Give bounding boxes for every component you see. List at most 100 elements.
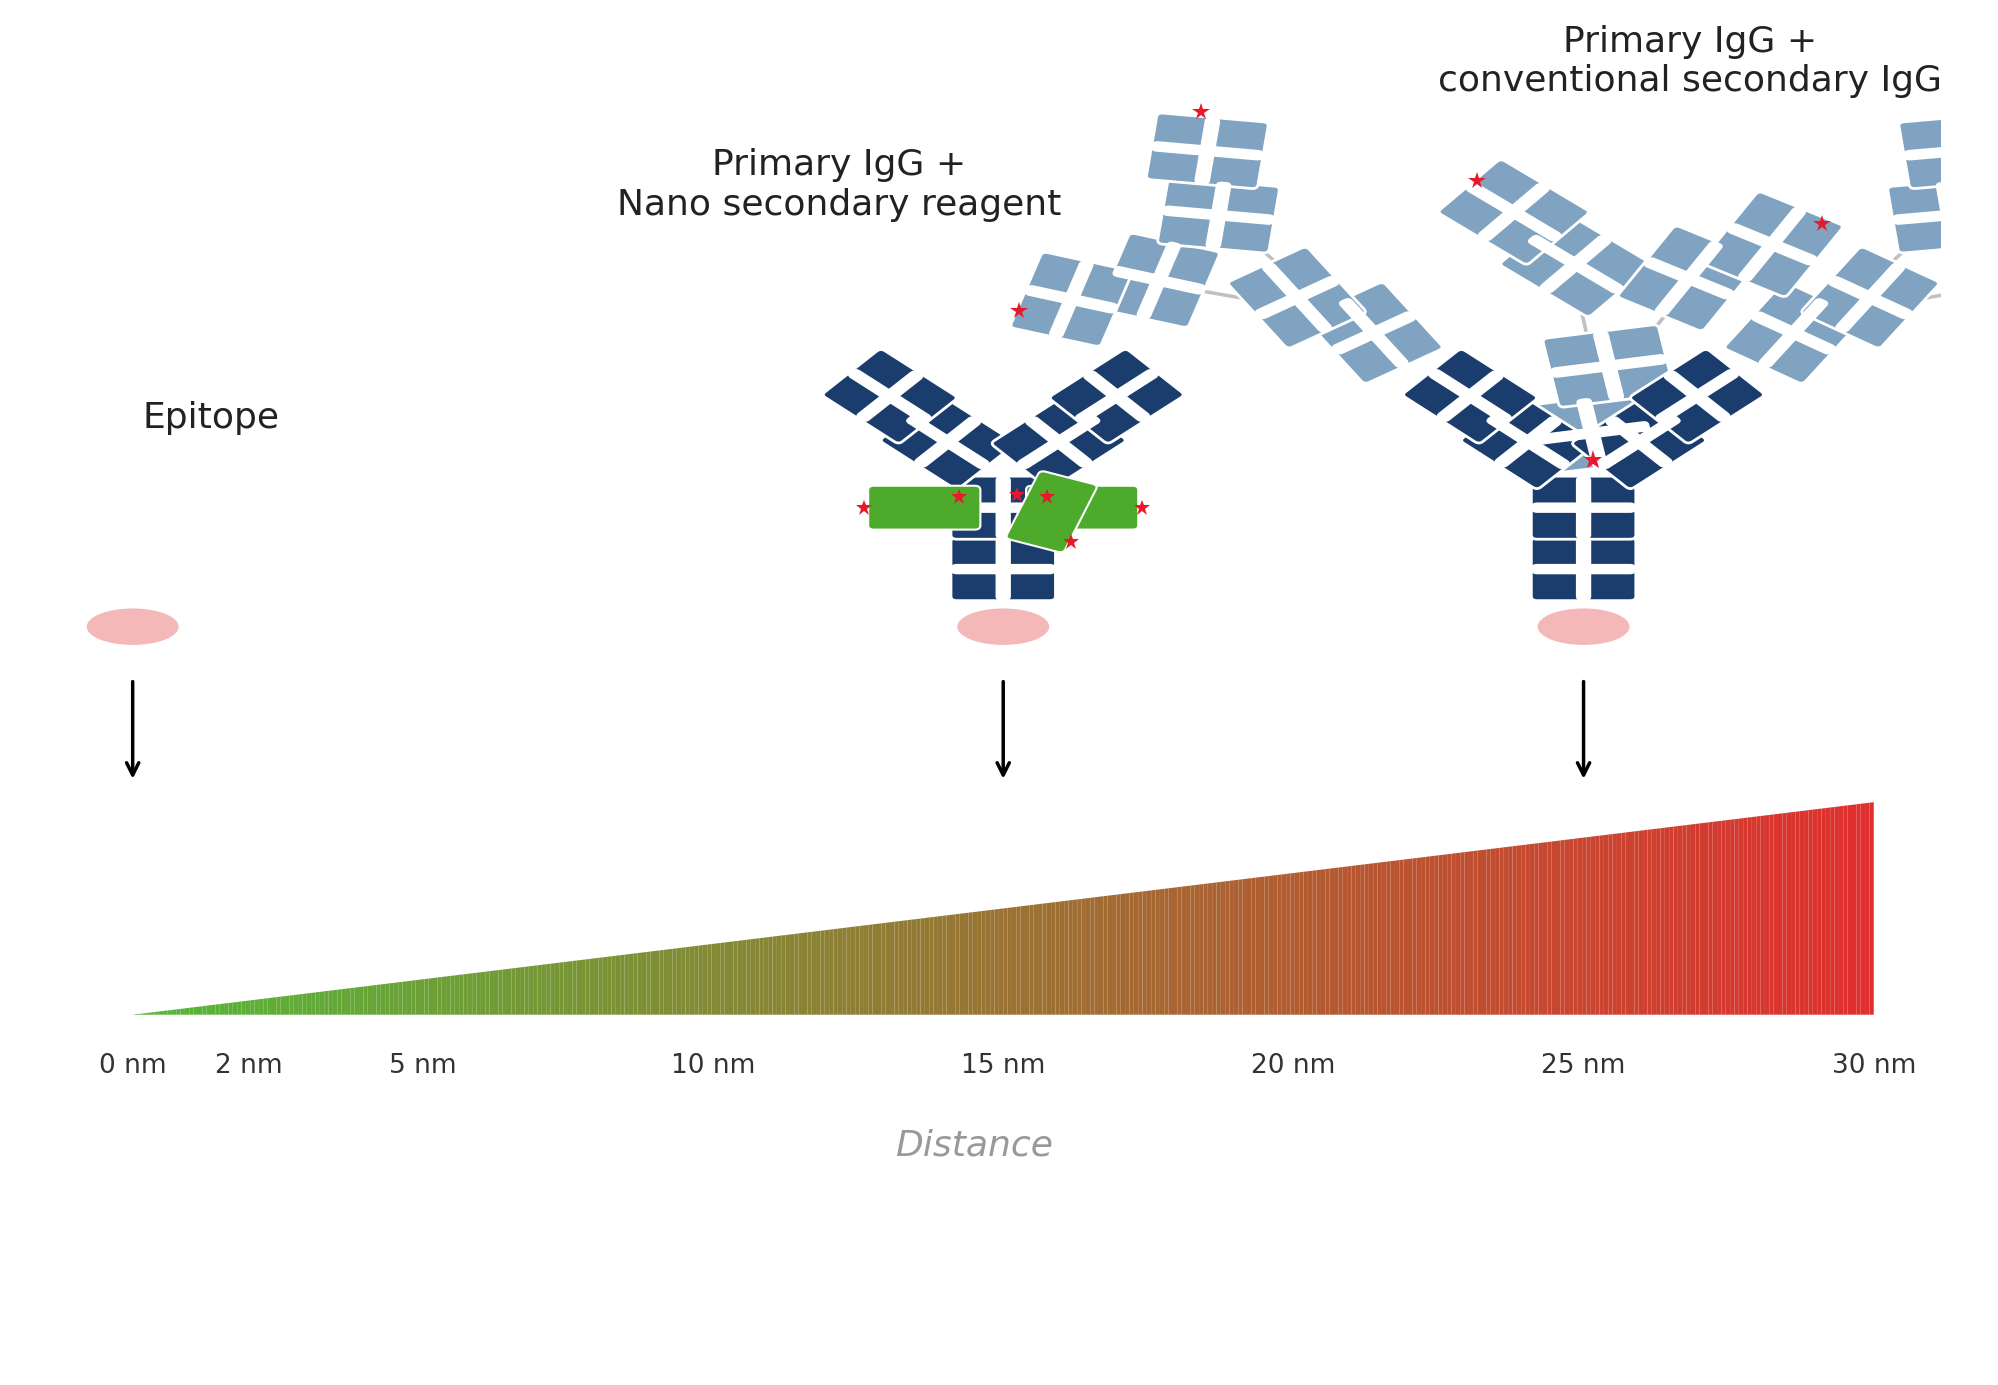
Polygon shape xyxy=(1598,835,1602,1015)
Polygon shape xyxy=(759,938,763,1015)
Polygon shape xyxy=(1824,807,1830,1015)
Polygon shape xyxy=(224,1003,228,1015)
Polygon shape xyxy=(1612,834,1616,1015)
Text: 5 nm: 5 nm xyxy=(390,1053,456,1079)
FancyBboxPatch shape xyxy=(995,476,1011,539)
Polygon shape xyxy=(186,1008,190,1015)
Polygon shape xyxy=(537,965,541,1015)
Ellipse shape xyxy=(1536,608,1628,645)
Polygon shape xyxy=(851,927,855,1015)
Polygon shape xyxy=(350,988,354,1015)
Polygon shape xyxy=(549,963,555,1015)
Polygon shape xyxy=(1734,819,1738,1015)
Polygon shape xyxy=(793,933,799,1015)
FancyBboxPatch shape xyxy=(1826,276,1912,319)
Polygon shape xyxy=(1129,892,1133,1015)
Polygon shape xyxy=(1768,814,1772,1015)
Polygon shape xyxy=(1377,863,1381,1015)
Polygon shape xyxy=(581,960,585,1015)
Polygon shape xyxy=(855,927,859,1015)
Polygon shape xyxy=(1654,828,1660,1015)
Polygon shape xyxy=(1247,878,1251,1015)
Polygon shape xyxy=(198,1007,202,1015)
Polygon shape xyxy=(859,925,863,1015)
Polygon shape xyxy=(1528,843,1534,1015)
Polygon shape xyxy=(941,915,947,1015)
Polygon shape xyxy=(607,956,611,1015)
Polygon shape xyxy=(1133,892,1137,1015)
FancyBboxPatch shape xyxy=(1800,248,1938,348)
Polygon shape xyxy=(1269,875,1273,1015)
Polygon shape xyxy=(1181,886,1185,1015)
FancyBboxPatch shape xyxy=(1439,159,1588,265)
Polygon shape xyxy=(1712,821,1716,1015)
FancyBboxPatch shape xyxy=(1305,283,1441,384)
FancyBboxPatch shape xyxy=(1403,349,1536,443)
Polygon shape xyxy=(1265,877,1269,1015)
Polygon shape xyxy=(1285,874,1291,1015)
Polygon shape xyxy=(206,1006,212,1015)
Polygon shape xyxy=(763,938,767,1015)
Polygon shape xyxy=(1151,889,1155,1015)
Polygon shape xyxy=(789,933,793,1015)
Polygon shape xyxy=(589,958,593,1015)
Polygon shape xyxy=(1772,814,1776,1015)
Polygon shape xyxy=(655,950,659,1015)
Polygon shape xyxy=(873,924,877,1015)
Polygon shape xyxy=(1343,867,1347,1015)
Polygon shape xyxy=(434,978,438,1015)
Polygon shape xyxy=(1295,873,1299,1015)
FancyBboxPatch shape xyxy=(1487,414,1568,470)
FancyBboxPatch shape xyxy=(855,371,923,422)
Polygon shape xyxy=(799,933,803,1015)
Polygon shape xyxy=(1207,884,1211,1015)
Polygon shape xyxy=(172,1010,176,1015)
FancyBboxPatch shape xyxy=(905,414,989,470)
Polygon shape xyxy=(1720,820,1724,1015)
Polygon shape xyxy=(1672,825,1676,1015)
Polygon shape xyxy=(985,910,989,1015)
Polygon shape xyxy=(1069,900,1073,1015)
Polygon shape xyxy=(412,981,416,1015)
FancyBboxPatch shape xyxy=(1604,417,1672,468)
Polygon shape xyxy=(1550,841,1554,1015)
Polygon shape xyxy=(1221,881,1225,1015)
Polygon shape xyxy=(719,942,725,1015)
Polygon shape xyxy=(737,940,741,1015)
Polygon shape xyxy=(663,949,667,1015)
Polygon shape xyxy=(1329,868,1333,1015)
FancyBboxPatch shape xyxy=(1331,312,1415,355)
Text: 20 nm: 20 nm xyxy=(1251,1053,1335,1079)
Polygon shape xyxy=(1021,906,1025,1015)
Polygon shape xyxy=(498,969,501,1015)
Polygon shape xyxy=(1185,885,1189,1015)
FancyBboxPatch shape xyxy=(1902,141,1998,161)
Polygon shape xyxy=(1764,814,1768,1015)
Polygon shape xyxy=(725,942,729,1015)
Polygon shape xyxy=(150,1012,154,1015)
Polygon shape xyxy=(1007,907,1011,1015)
Polygon shape xyxy=(1339,867,1343,1015)
Polygon shape xyxy=(1746,817,1750,1015)
Polygon shape xyxy=(212,1004,216,1015)
Text: 25 nm: 25 nm xyxy=(1540,1053,1624,1079)
Polygon shape xyxy=(1063,900,1069,1015)
FancyBboxPatch shape xyxy=(1025,417,1091,468)
Polygon shape xyxy=(1465,852,1469,1015)
Polygon shape xyxy=(1085,897,1089,1015)
Polygon shape xyxy=(1003,909,1007,1015)
FancyBboxPatch shape xyxy=(1437,371,1502,422)
Polygon shape xyxy=(841,928,845,1015)
Polygon shape xyxy=(1307,871,1311,1015)
FancyBboxPatch shape xyxy=(1886,177,1998,253)
Polygon shape xyxy=(637,953,641,1015)
Polygon shape xyxy=(1676,825,1682,1015)
Polygon shape xyxy=(1147,891,1151,1015)
Polygon shape xyxy=(1808,810,1812,1015)
Polygon shape xyxy=(955,914,959,1015)
Polygon shape xyxy=(1694,824,1698,1015)
Polygon shape xyxy=(1830,807,1834,1015)
Polygon shape xyxy=(1299,871,1303,1015)
FancyBboxPatch shape xyxy=(1530,476,1634,539)
Polygon shape xyxy=(386,983,390,1015)
